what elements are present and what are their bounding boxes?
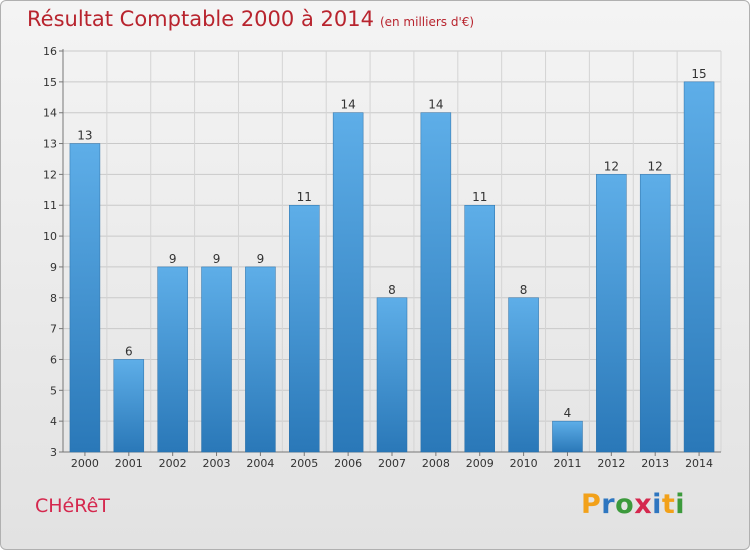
data-label: 11 [472,190,487,204]
y-tick-label: 6 [50,353,57,366]
data-label: 9 [169,252,177,266]
y-tick-label: 5 [50,384,57,397]
commune-name: CHéRêT [35,495,110,517]
data-label: 14 [340,98,355,112]
x-tick-label: 2008 [422,457,450,470]
x-tick-label: 2002 [159,457,187,470]
y-tick-label: 7 [50,323,57,336]
x-tick-label: 2003 [203,457,231,470]
data-label: 8 [388,283,396,297]
x-tick-label: 2012 [597,457,625,470]
x-tick-label: 2001 [115,457,143,470]
bar [332,112,364,453]
x-tick-label: 2014 [685,457,713,470]
y-tick-label: 10 [43,230,57,243]
logo-letter: P [581,489,602,520]
bar [245,266,276,453]
data-label: 13 [77,129,92,143]
data-label: 11 [297,190,312,204]
logo-letter: i [675,489,686,520]
data-label: 8 [520,283,528,297]
data-label: 12 [648,159,663,173]
y-tick-label: 11 [43,199,57,212]
x-tick-label: 2011 [553,457,581,470]
bar [289,204,320,453]
y-tick-label: 4 [50,415,57,428]
chart-unit: (en milliers d'€) [379,15,475,29]
y-tick-label: 8 [50,292,57,305]
x-tick-label: 2009 [466,457,494,470]
x-tick-label: 2004 [246,457,274,470]
y-tick-label: 3 [50,446,57,459]
logo-letter: x [634,489,653,520]
data-label: 9 [257,252,265,266]
data-labels: 13 6 9 9 9 11 14 8 14 11 8 4 12 12 15 [77,67,706,420]
data-label: 12 [604,159,619,173]
chart-title: Résultat Comptable 2000 à 2014 (en millie… [27,7,475,31]
logo-letter: i [652,489,662,520]
data-label: 4 [564,406,572,420]
bar [639,174,671,453]
y-tick-label: 15 [43,76,57,89]
proxiti-logo[interactable]: Proxiti [581,489,685,520]
logo-letter: t [661,489,676,520]
bar [596,174,627,453]
bar [201,266,232,453]
data-label: 9 [213,252,221,266]
x-tick-label: 2010 [510,457,538,470]
bar [69,143,101,453]
data-label: 6 [125,344,133,358]
bars [69,81,715,453]
x-tick-label: 2006 [334,457,362,470]
y-tick-label: 16 [43,45,57,58]
x-tick-label: 2000 [71,457,99,470]
y-tick-label: 14 [43,107,57,120]
data-label: 14 [428,98,443,112]
x-tick-label: 2013 [641,457,669,470]
x-tick-label: 2005 [290,457,318,470]
x-tick-label: 2007 [378,457,406,470]
bar [420,112,452,453]
y-tick-label: 9 [50,261,57,274]
bar [508,297,539,453]
bar [552,420,583,453]
logo-letter: r [601,489,616,520]
y-tick-label: 12 [43,168,57,181]
bar [376,297,408,453]
logo-letter: o [615,489,635,520]
bar [464,204,495,453]
bar [157,266,188,453]
bar [683,81,715,453]
bar [113,359,145,453]
data-label: 15 [691,67,706,81]
y-tick-label: 13 [43,138,57,151]
